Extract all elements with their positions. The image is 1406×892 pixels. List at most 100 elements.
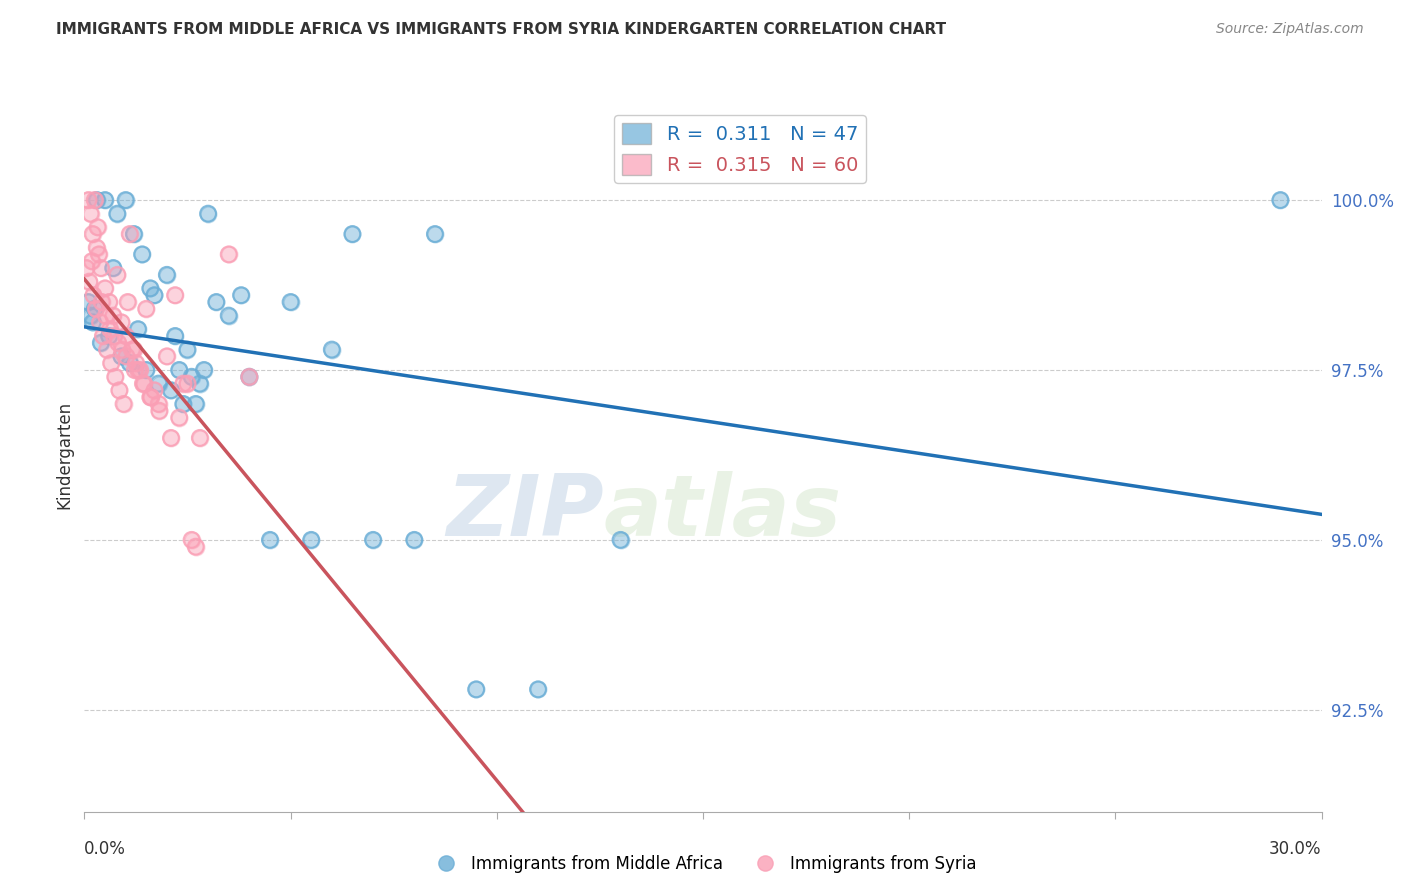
Point	[103, 260, 125, 275]
Point	[188, 431, 211, 445]
Point	[218, 309, 240, 323]
Point	[79, 275, 101, 289]
Point	[90, 335, 112, 350]
Point	[86, 193, 108, 207]
Point	[176, 376, 198, 391]
Point	[127, 363, 149, 377]
Point	[77, 295, 100, 310]
Point	[342, 227, 364, 241]
Point	[105, 268, 128, 282]
Point	[86, 220, 108, 235]
Point	[98, 329, 121, 343]
Point	[83, 193, 105, 207]
Point	[86, 193, 108, 207]
Point	[103, 309, 125, 323]
Point	[100, 356, 122, 370]
Point	[103, 329, 125, 343]
Point	[118, 356, 141, 370]
Point	[465, 682, 488, 697]
Point	[127, 322, 149, 336]
Point	[172, 376, 194, 391]
Point	[321, 343, 343, 357]
Point	[94, 309, 117, 323]
Point	[111, 343, 134, 357]
Point	[148, 397, 170, 411]
Text: 0.0%: 0.0%	[84, 840, 127, 858]
Point	[75, 260, 97, 275]
Point	[160, 431, 183, 445]
Point	[1270, 193, 1292, 207]
Point	[89, 315, 111, 329]
Point	[167, 363, 190, 377]
Point	[280, 295, 302, 310]
Point	[404, 533, 426, 547]
Point	[90, 260, 112, 275]
Point	[148, 397, 170, 411]
Point	[139, 390, 162, 404]
Point	[82, 288, 104, 302]
Point	[167, 410, 190, 425]
Point	[124, 363, 146, 377]
Point	[98, 322, 121, 336]
Point	[80, 254, 103, 268]
Point	[156, 268, 179, 282]
Point	[218, 247, 240, 261]
Point	[141, 390, 163, 404]
Point	[112, 397, 135, 411]
Point	[148, 376, 170, 391]
Point	[299, 533, 322, 547]
Point	[404, 533, 426, 547]
Point	[180, 533, 202, 547]
Point	[609, 533, 631, 547]
Text: atlas: atlas	[605, 470, 842, 554]
Point	[114, 193, 136, 207]
Point	[87, 247, 110, 261]
Point	[129, 363, 152, 377]
Point	[165, 288, 187, 302]
Point	[193, 363, 215, 377]
Point	[100, 356, 122, 370]
Point	[188, 376, 211, 391]
Point	[84, 301, 107, 316]
Point	[423, 227, 446, 241]
Point	[91, 329, 114, 343]
Point	[79, 207, 101, 221]
Point	[96, 343, 118, 357]
Point	[75, 260, 97, 275]
Point	[115, 350, 138, 364]
Point	[167, 410, 190, 425]
Point	[132, 376, 155, 391]
Point	[111, 343, 134, 357]
Point	[83, 301, 105, 316]
Point	[80, 254, 103, 268]
Point	[82, 288, 104, 302]
Point	[105, 207, 128, 221]
Point	[79, 275, 101, 289]
Point	[180, 369, 202, 384]
Point	[114, 329, 136, 343]
Point	[131, 247, 153, 261]
Point	[94, 281, 117, 295]
Point	[121, 343, 143, 357]
Point	[104, 369, 127, 384]
Point	[89, 315, 111, 329]
Point	[90, 335, 112, 350]
Point	[527, 682, 550, 697]
Point	[188, 376, 211, 391]
Point	[86, 241, 108, 255]
Point	[94, 309, 117, 323]
Legend: R =  0.311   N = 47, R =  0.315   N = 60: R = 0.311 N = 47, R = 0.315 N = 60	[614, 115, 866, 183]
Point	[108, 384, 131, 398]
Point	[527, 682, 550, 697]
Point	[167, 363, 190, 377]
Point	[134, 376, 156, 391]
Point	[110, 315, 132, 329]
Point	[180, 369, 202, 384]
Point	[143, 288, 166, 302]
Point	[176, 343, 198, 357]
Point	[176, 376, 198, 391]
Point	[105, 268, 128, 282]
Point	[105, 207, 128, 221]
Point	[86, 220, 108, 235]
Point	[90, 295, 112, 310]
